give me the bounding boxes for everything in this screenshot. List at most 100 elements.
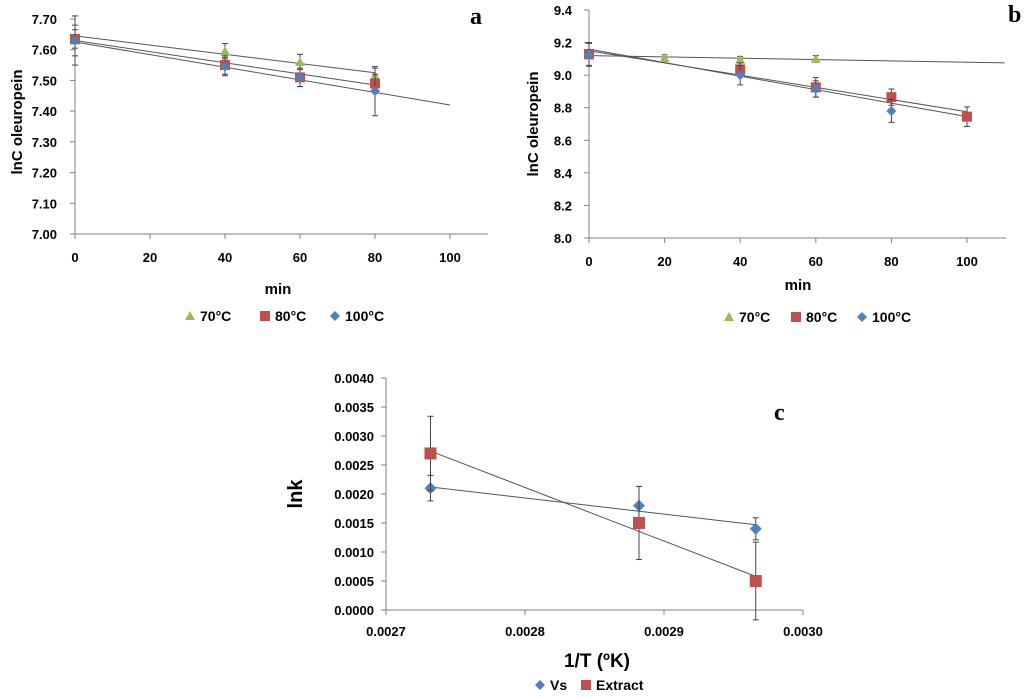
data-point-100°C [886,105,897,116]
chart-b-y-axis-label: lnC oleuropein [525,72,542,177]
trendline-100°C [74,41,451,106]
chart-b: 8.0 8.2 8.4 8.6 8.8 9.0 9.2 9.4 0 20 40 60 80 100 b m… [525,2,1021,325]
legend-label-Extract: Extract [596,677,644,693]
data-point-100°C [584,49,594,60]
y-tick-label: 7.00 [32,227,57,242]
y-tick-label: 0.0025 [334,458,374,473]
data-point-70°C [810,53,821,63]
chart-b-trendlines [588,48,1005,118]
chart-b-x-axis-label: min [785,277,812,294]
data-point-Extract [632,517,645,529]
x-tick-label: 60 [293,250,307,265]
data-point-100°C [810,83,821,94]
chart-b-axes: 8.0 8.2 8.4 8.6 8.8 9.0 9.2 9.4 0 20 40 60 80 100 [554,3,1006,269]
legend-label-70°C: 70°C [200,308,231,324]
legend-marker-Vs [535,680,545,690]
data-point-100°C [220,61,230,72]
x-tick-label: 80 [368,250,382,265]
y-tick-label: 9.0 [554,68,572,83]
trendline-80°C [588,48,968,118]
y-tick-label: 0.0010 [334,545,374,560]
y-tick-label: 9.4 [554,3,573,18]
x-tick-label: 100 [439,250,461,265]
y-tick-label: 7.20 [32,166,57,181]
legend-marker-Extract [581,680,591,690]
legend-marker-80°C [791,312,801,322]
y-tick-label: 0.0000 [334,603,374,618]
y-tick-label: 8.0 [554,231,572,246]
legend-label-100°C: 100°C [872,309,911,325]
chart-c-x-axis-label: 1/T (ºK) [564,651,630,672]
chart-c-panel-label: c [774,400,785,426]
chart-a-x-axis-label: min [265,281,292,298]
legend-label-80°C: 80°C [806,309,837,325]
x-tick-label: 0 [585,254,592,269]
x-tick-label: 40 [733,254,747,269]
data-point-70°C [295,57,305,66]
legend-label-70°C: 70°C [739,309,770,325]
y-tick-label: 7.30 [32,135,57,150]
chart-b-markers [584,42,972,127]
chart-a-legend: 70°C 80°C 100°C [185,308,384,324]
x-tick-label: 0.0029 [644,624,684,639]
legend-marker-70°C [724,312,734,321]
chart-a-markers [70,15,380,117]
data-point-100°C [295,72,305,83]
y-tick-label: 7.50 [32,73,57,88]
y-tick-label: 0.0040 [334,371,374,386]
data-point-70°C [735,54,746,64]
x-tick-label: 80 [884,254,898,269]
data-point-80°C [886,92,897,103]
y-tick-label: 0.0020 [334,487,374,502]
trendline-Vs [430,486,756,526]
x-tick-label: 100 [956,254,978,269]
x-tick-label: 0.0028 [505,624,545,639]
y-tick-label: 7.40 [32,104,57,119]
x-tick-label: 20 [143,250,157,265]
data-point-Vs [749,522,762,535]
chart-c-y-axis-label: lnk [285,479,307,509]
chart-a-panel-label: a [470,4,482,30]
legend-marker-80°C [260,311,270,321]
chart-c-markers [424,415,762,621]
data-point-80°C [962,111,972,122]
chart-c-trendlines [430,450,756,577]
y-tick-label: 7.70 [32,12,57,27]
chart-a-trendlines [74,35,451,106]
y-tick-label: 0.0030 [334,429,374,444]
legend-marker-100°C [857,312,867,322]
chart-b-panel-label: b [1008,2,1021,28]
data-point-70°C [659,53,670,63]
data-point-70°C [220,46,230,56]
y-tick-label: 7.10 [32,196,57,211]
chart-b-legend: 70°C 80°C 100°C [724,309,911,325]
x-tick-label: 40 [218,250,232,265]
x-tick-label: 0.0027 [366,624,406,639]
data-point-Extract [749,575,762,587]
x-tick-label: 60 [809,254,823,269]
data-point-100°C [70,35,80,46]
legend-label-Vs: Vs [550,677,567,693]
y-tick-label: 8.6 [554,133,572,148]
data-point-100°C [735,70,746,81]
x-tick-label: 0 [71,250,78,265]
x-tick-label: 0.0030 [783,624,823,639]
y-tick-label: 7.60 [32,43,57,58]
legend-marker-70°C [185,311,195,320]
legend-label-80°C: 80°C [275,308,306,324]
y-tick-label: 0.0015 [334,516,374,531]
data-point-Extract [424,447,437,460]
chart-c: 0.0000 0.0005 0.0010 0.0015 0.0020 0.0025 0.00… [285,371,823,693]
y-tick-label: 8.2 [554,198,572,213]
chart-a-y-axis-label: lnC oleuropein [9,70,26,175]
trendline-100°C [588,50,968,113]
y-tick-label: 0.0035 [334,400,374,415]
y-tick-label: 8.8 [554,101,572,116]
y-tick-label: 0.0005 [334,574,374,589]
x-tick-label: 20 [657,254,671,269]
legend-label-100°C: 100°C [345,308,384,324]
legend-marker-100°C [330,311,340,321]
chart-c-axes: 0.0000 0.0005 0.0010 0.0015 0.0020 0.0025 0.00… [334,371,823,639]
chart-a: 7.00 7.10 7.20 7.30 7.40 7.50 7.60 7.70 0 20 40 60 8… [9,4,488,324]
